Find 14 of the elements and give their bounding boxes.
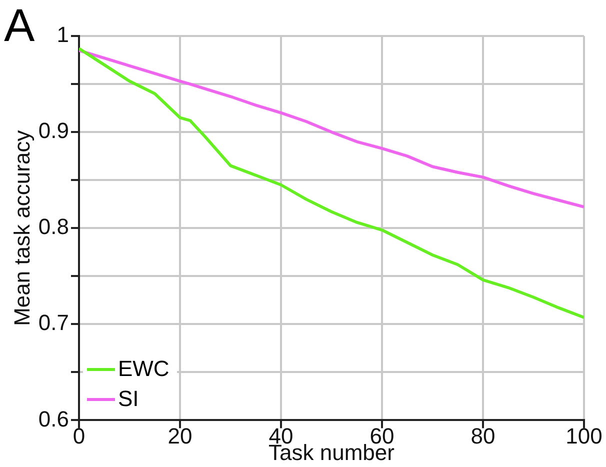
x-tick-label: 0: [72, 423, 86, 448]
x-tick-label: 100: [566, 423, 602, 448]
y-tick-label: 1: [56, 22, 69, 48]
y-tick-label: 0.7: [38, 310, 69, 336]
x-tick-label: 60: [370, 423, 394, 448]
text: A: [4, 0, 35, 51]
y-tick-label: 0.6: [38, 406, 69, 432]
y-tick-label: 0.8: [38, 214, 69, 240]
x-tick-label: 80: [470, 423, 496, 448]
y-tick-label: 0.9: [38, 118, 69, 144]
legend-label: EWC: [118, 356, 170, 382]
x-tick-label: 20: [168, 423, 192, 448]
y-axis-title: Mean task accuracy: [9, 130, 34, 326]
legend-label: SI: [118, 386, 139, 412]
